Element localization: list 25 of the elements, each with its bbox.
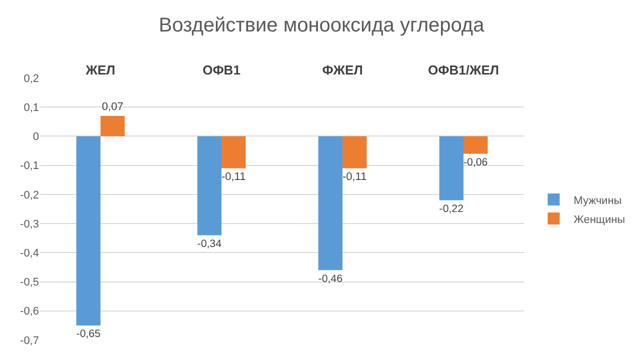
data-label: -0,22 bbox=[439, 202, 464, 215]
x-tick-label: ОФВ1/ЖЕЛ bbox=[428, 62, 499, 78]
data-label: -0,11 bbox=[222, 171, 246, 184]
x-tick-label: ФЖЕЛ bbox=[322, 62, 363, 78]
y-tick-label: -0,6 bbox=[20, 306, 39, 318]
data-label: -0,06 bbox=[464, 156, 488, 168]
y-tick-label: -0,4 bbox=[20, 248, 39, 260]
y-tick-label: -0,1 bbox=[20, 160, 39, 172]
y-tick-label: -0,7 bbox=[20, 334, 39, 347]
y-tick-label: -0,5 bbox=[20, 276, 39, 289]
x-tick-label: ЖЕЛ bbox=[84, 62, 116, 78]
y-tick-label: -0,3 bbox=[20, 218, 39, 230]
y-tick-label: -0,2 bbox=[20, 189, 39, 202]
y-tick-label: 0,1 bbox=[24, 102, 39, 114]
legend-label: Женщины bbox=[574, 214, 626, 226]
data-label: -0,46 bbox=[318, 272, 343, 285]
x-tick-label: ОФВ1 bbox=[202, 62, 240, 78]
data-label: -0,11 bbox=[342, 171, 367, 184]
data-label: -0,34 bbox=[197, 238, 222, 250]
chart-title: Воздействие монооксида углерода bbox=[158, 14, 486, 37]
data-label: 0,07 bbox=[102, 100, 124, 113]
y-tick-label: 0 bbox=[32, 131, 39, 144]
y-tick-label: 0,2 bbox=[24, 72, 39, 85]
data-label: -0,65 bbox=[76, 328, 101, 340]
legend-label: Мужчины bbox=[574, 194, 622, 207]
